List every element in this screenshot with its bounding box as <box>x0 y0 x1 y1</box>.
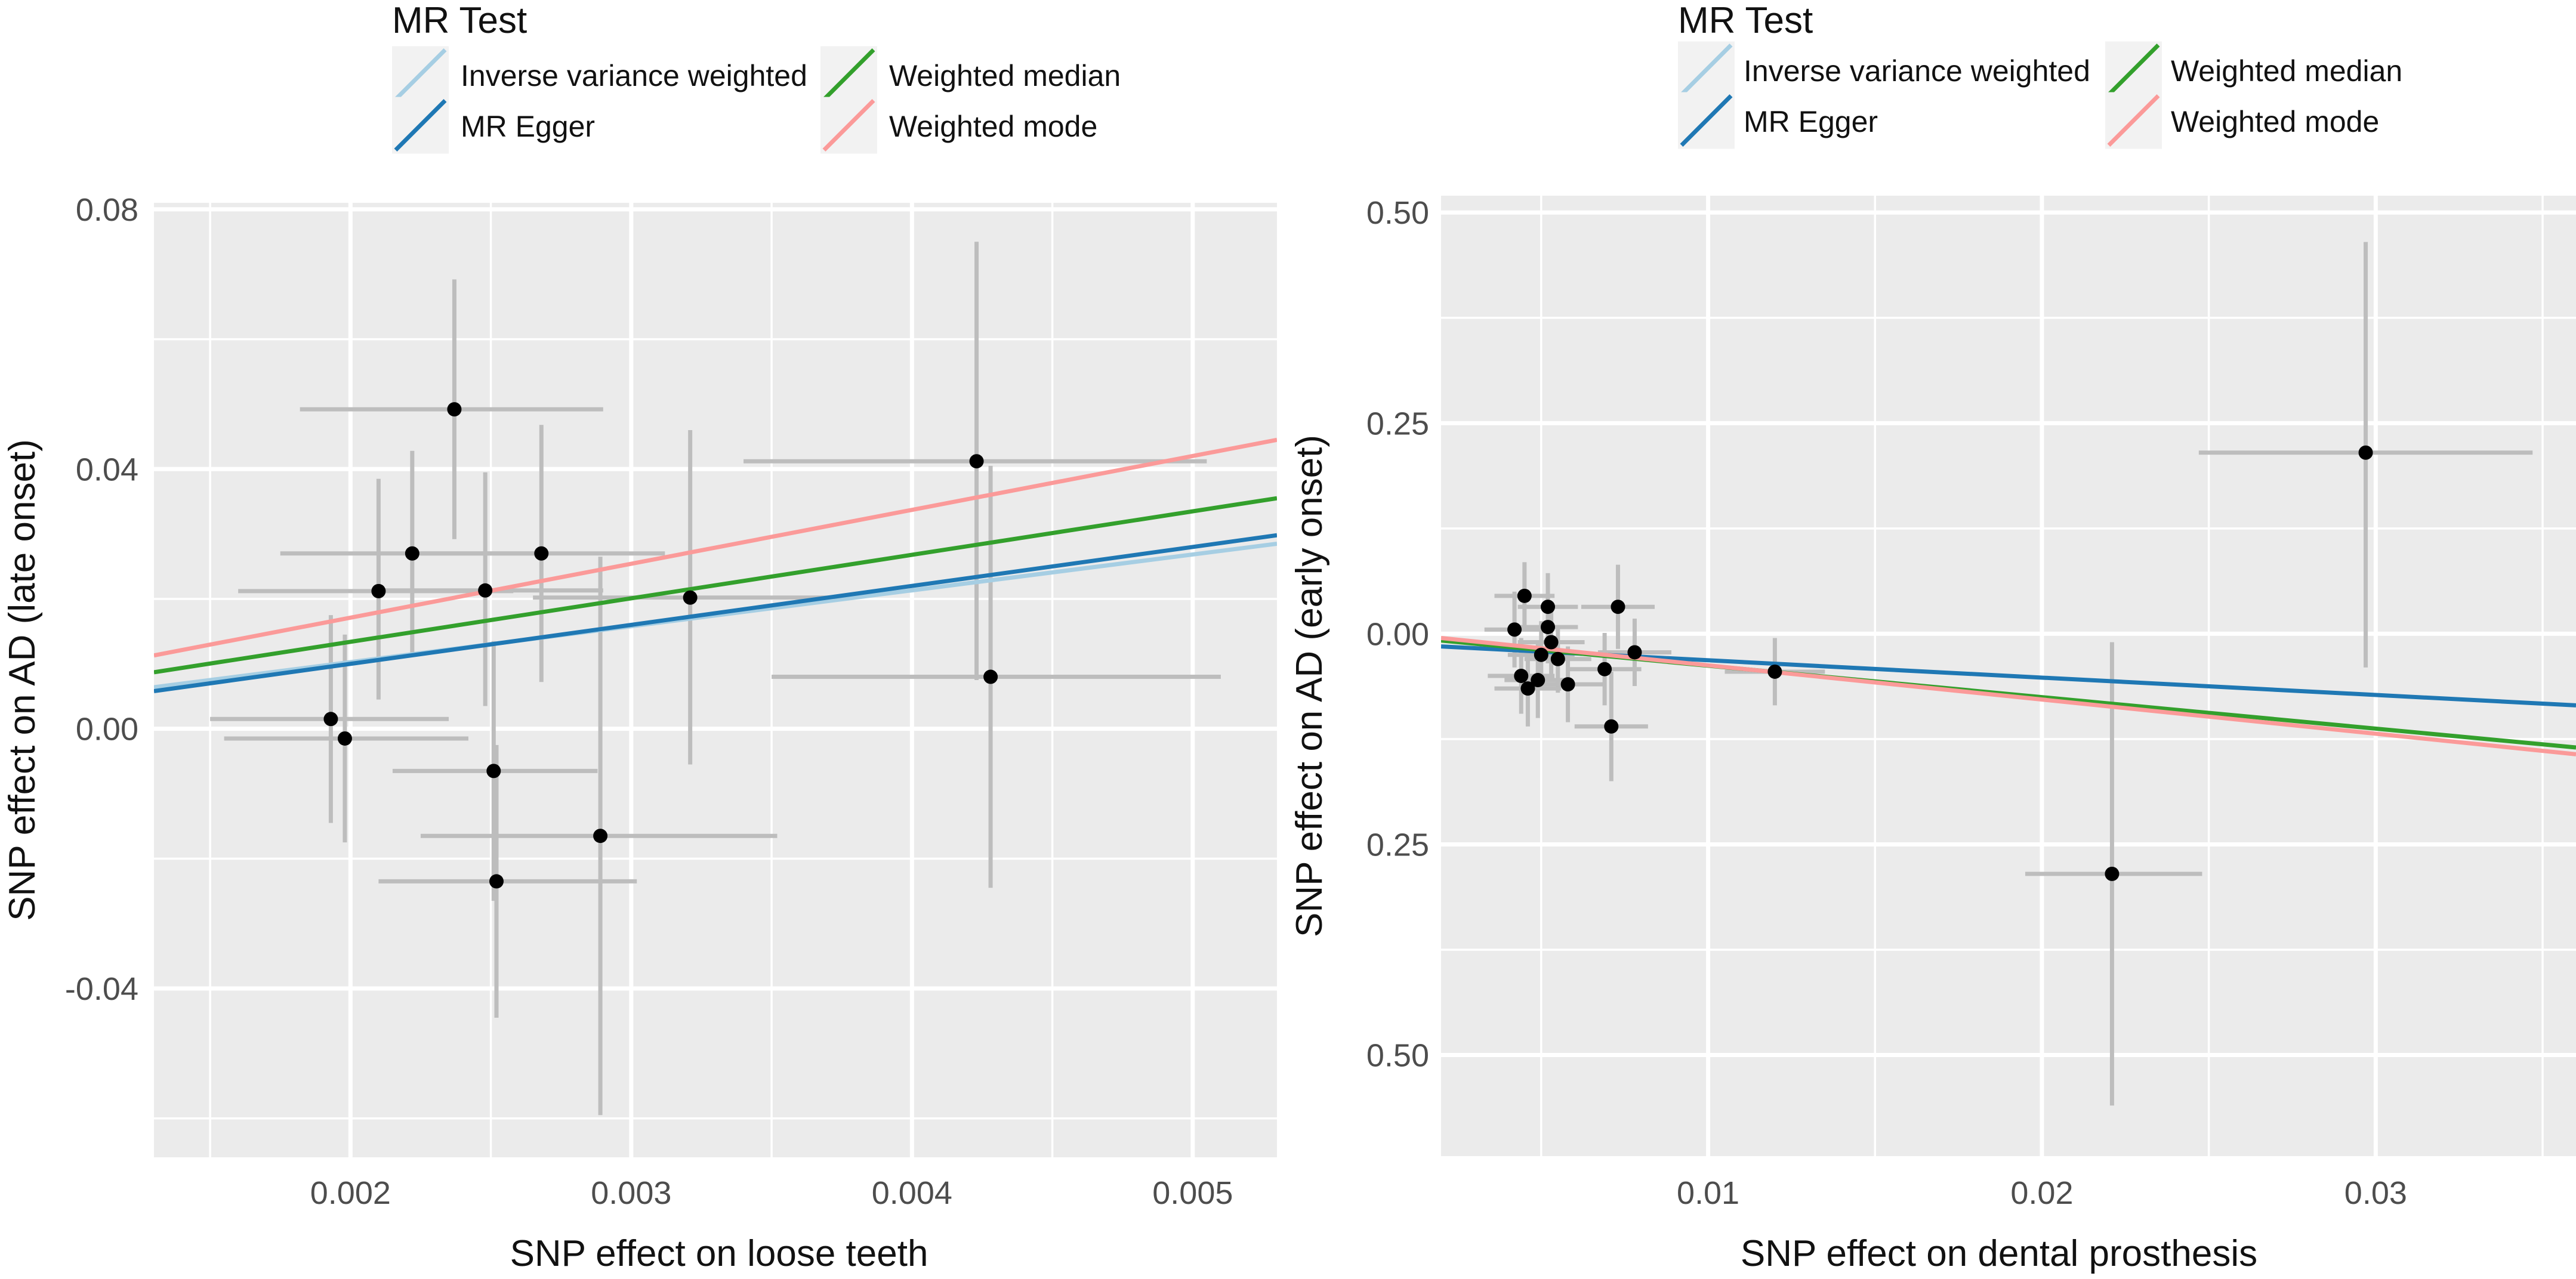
y-axis-title: SNP effect on AD (late onset) <box>2 439 43 921</box>
data-point <box>683 590 698 605</box>
y-tick-labels: 0.50 0.25 0.00 0.25 0.50 <box>1366 195 1429 1073</box>
legend-key-swatch <box>394 99 447 152</box>
data-points <box>1507 445 2373 881</box>
x-tick-label: 0.004 <box>872 1175 952 1211</box>
x-axis-title: SNP effect on loose teeth <box>510 1233 928 1274</box>
x-tick-labels: 0.002 0.003 0.004 0.005 <box>310 1175 1233 1211</box>
legend-keys: Inverse variance weighted Weighted median… <box>1678 41 2402 149</box>
x-tick-label: 0.002 <box>310 1175 391 1211</box>
data-point <box>1531 673 1545 688</box>
legend-key-swatch <box>822 48 875 101</box>
x-tick-label: 0.01 <box>1677 1175 1739 1211</box>
data-point <box>337 731 352 746</box>
x-tick-label: 0.02 <box>2010 1175 2073 1211</box>
y-tick-label: 0.08 <box>76 192 138 228</box>
legend-label: Inverse variance weighted <box>1744 54 2090 88</box>
data-point <box>371 583 386 598</box>
y-tick-labels: 0.08 0.04 0.00 -0.04 <box>65 192 138 1007</box>
data-point <box>1541 620 1556 635</box>
data-point <box>1534 647 1548 662</box>
data-point <box>1611 600 1625 614</box>
x-axis-title: SNP effect on dental prosthesis <box>1741 1233 2257 1274</box>
legend-label: MR Egger <box>1744 105 1878 138</box>
data-point <box>447 402 462 417</box>
legend-label: Weighted median <box>2171 54 2402 88</box>
x-tick-labels: 0.01 0.02 0.03 <box>1677 1175 2407 1211</box>
data-point <box>489 874 504 889</box>
data-point <box>1767 664 1782 679</box>
x-tick-label: 0.005 <box>1152 1175 1233 1211</box>
legend-keys: Inverse variance weighted Weighted median… <box>392 46 1121 154</box>
weighted-mode-line <box>154 437 1277 658</box>
data-point <box>1550 651 1565 666</box>
legend-key-swatch <box>394 48 447 101</box>
legend-title: MR Test <box>1678 0 1813 41</box>
legend-label: Weighted median <box>889 59 1121 92</box>
legend-key-swatch <box>2107 94 2160 147</box>
data-point <box>1544 635 1559 650</box>
plot-background <box>154 203 1277 1157</box>
y-tick-label: 0.00 <box>76 712 138 747</box>
data-point <box>983 669 998 684</box>
data-point <box>2105 866 2120 881</box>
legend-label: Weighted mode <box>889 110 1097 143</box>
y-tick-label: 0.25 <box>1366 406 1429 441</box>
y-tick-label: 0.25 <box>1366 827 1429 863</box>
panel-right: 0.01 0.02 0.03 0.50 0.25 0.00 0.25 0.50 SNP ef… <box>1289 0 2576 1274</box>
data-point <box>1627 645 1642 660</box>
legend-label: Weighted mode <box>2171 105 2379 138</box>
data-point <box>486 764 501 778</box>
x-tick-label: 0.003 <box>591 1175 671 1211</box>
data-point <box>1517 588 1532 603</box>
weighted-median-line <box>154 496 1277 675</box>
y-tick-label: 0.50 <box>1366 195 1429 231</box>
y-tick-label: 0.50 <box>1366 1038 1429 1074</box>
legend-title: MR Test <box>392 0 527 41</box>
data-point <box>1560 677 1575 692</box>
gridlines <box>1441 196 2576 1156</box>
data-point <box>1541 600 1556 614</box>
y-tick-label: 0.04 <box>76 452 138 487</box>
data-points <box>323 402 998 889</box>
data-point <box>1507 622 1522 637</box>
x-tick-label: 0.03 <box>2344 1175 2407 1211</box>
gridlines <box>154 203 1277 1157</box>
data-point <box>478 583 493 598</box>
legend-key-swatch <box>2107 44 2160 96</box>
fit-lines <box>154 437 1277 693</box>
data-point <box>1520 681 1535 696</box>
data-point <box>323 712 338 727</box>
data-point <box>405 546 419 561</box>
data-point <box>1604 719 1619 734</box>
data-point <box>969 454 984 469</box>
legend-label: MR Egger <box>461 110 595 143</box>
legend-label: Inverse variance weighted <box>461 59 807 92</box>
data-point <box>1514 669 1529 683</box>
legend-key-swatch <box>822 99 875 152</box>
data-point <box>534 546 549 561</box>
y-axis-title: SNP effect on AD (early onset) <box>1289 435 1330 937</box>
legend: MR Test Inverse variance weighted Weighte… <box>1678 0 2402 149</box>
data-point <box>1597 662 1612 676</box>
legend-key-swatch <box>1680 44 1733 96</box>
data-point <box>2358 445 2373 460</box>
y-tick-label: -0.04 <box>65 971 138 1007</box>
data-point <box>593 829 608 844</box>
legend-key-swatch <box>1680 94 1733 147</box>
y-tick-label: 0.00 <box>1366 616 1429 652</box>
panel-left: 0.002 0.003 0.004 0.005 0.08 0.04 0.00 -0.04 S… <box>2 0 1277 1274</box>
legend: MR Test Inverse variance weighted Weighte… <box>392 0 1121 154</box>
mr-egger-line <box>154 533 1277 693</box>
